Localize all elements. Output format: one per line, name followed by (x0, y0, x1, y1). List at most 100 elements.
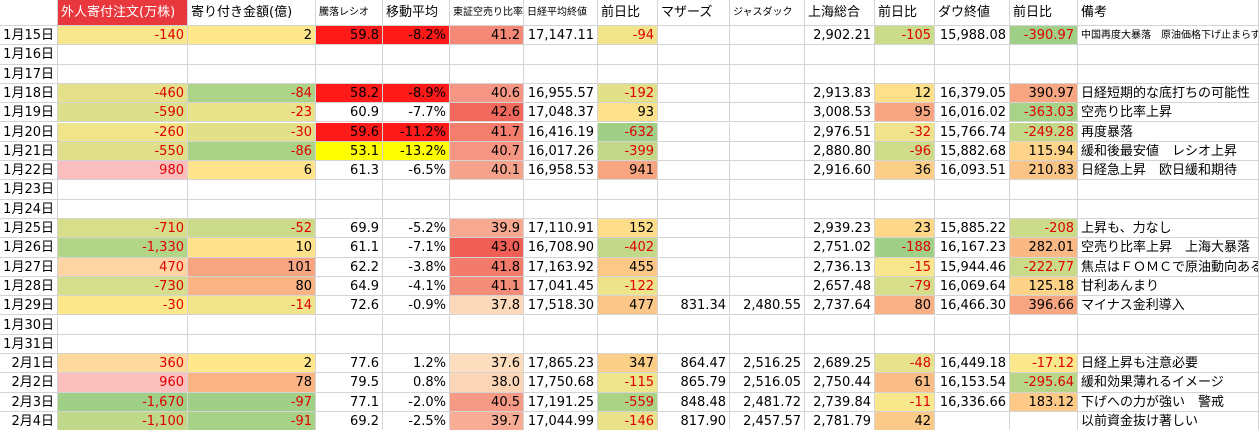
data-cell: 210.83 (1010, 161, 1078, 181)
data-cell (875, 45, 935, 65)
data-cell: 15,988.08 (935, 26, 1010, 46)
data-cell (524, 180, 598, 200)
data-cell: -32 (875, 122, 935, 142)
data-cell: 15,766.74 (935, 122, 1010, 142)
column-header: ダウ終値 (935, 0, 1010, 26)
data-cell: 2,739.84 (805, 392, 875, 412)
data-cell (935, 64, 1010, 84)
data-cell (450, 64, 524, 84)
data-cell: 282.01 (1010, 238, 1078, 258)
data-cell: 40.7 (450, 141, 524, 162)
data-cell: -122 (598, 276, 658, 297)
data-cell: 2,737.64 (805, 296, 875, 316)
data-cell: 2 (188, 26, 316, 46)
corner-cell (0, 0, 58, 26)
data-cell: 41.7 (450, 122, 524, 142)
data-cell (383, 315, 450, 335)
row-date: 1月15日 (0, 26, 58, 46)
data-cell: -550 (58, 141, 188, 162)
data-cell: -91 (188, 412, 316, 430)
note-cell: 以前資金抜け著しい (1078, 412, 1259, 430)
data-cell (935, 45, 1010, 65)
data-cell (658, 103, 730, 123)
data-cell (805, 180, 875, 200)
data-cell (450, 45, 524, 65)
data-cell: 17,518.30 (524, 296, 598, 316)
data-cell (805, 64, 875, 84)
data-cell: 39.9 (450, 219, 524, 239)
data-cell: 37.8 (450, 296, 524, 316)
row-date: 1月22日 (0, 161, 58, 181)
data-cell: 42.6 (450, 103, 524, 123)
data-cell: 390.97 (1010, 83, 1078, 104)
data-cell: -6.5% (383, 161, 450, 181)
data-cell: 2,516.05 (730, 373, 805, 393)
row-date: 1月25日 (0, 219, 58, 239)
data-cell: 2 (188, 354, 316, 374)
data-cell: -260 (58, 122, 188, 142)
data-cell: -399 (598, 141, 658, 162)
data-cell: -295.64 (1010, 373, 1078, 393)
data-cell: 470 (58, 257, 188, 277)
data-cell: -192 (598, 83, 658, 104)
data-cell: -632 (598, 122, 658, 142)
data-cell: 2,781.79 (805, 412, 875, 430)
column-header: 前日比 (1010, 0, 1078, 26)
data-cell (188, 45, 316, 65)
note-cell: 日経上昇も注意必要 (1078, 354, 1259, 374)
data-cell (598, 199, 658, 219)
note-cell: 空売り比率上昇 (1078, 103, 1259, 123)
data-cell: 60.9 (316, 103, 383, 123)
data-cell: 17,865.23 (524, 354, 598, 374)
data-cell (730, 161, 805, 181)
data-cell: -460 (58, 83, 188, 104)
note-cell: 日経急上昇 欧日緩和期待 (1078, 161, 1259, 181)
data-cell: 42 (875, 412, 935, 430)
note-cell: 緩和効果薄れるイメージ (1078, 373, 1259, 393)
data-cell (383, 64, 450, 84)
data-cell (1010, 180, 1078, 200)
data-cell: 101 (188, 257, 316, 277)
data-cell: -1,100 (58, 412, 188, 430)
note-cell: 甘利あんまり (1078, 276, 1259, 297)
row-date: 1月24日 (0, 199, 58, 219)
data-cell: 2,939.23 (805, 219, 875, 239)
column-header: 外人寄付注文(万株) (58, 0, 188, 26)
data-cell (730, 219, 805, 239)
data-cell (188, 315, 316, 335)
column-header: 前日比 (875, 0, 935, 26)
note-cell: 緩和後最安値 レシオ上昇 (1078, 141, 1259, 162)
data-cell (383, 45, 450, 65)
data-cell (875, 199, 935, 219)
data-cell (1010, 45, 1078, 65)
data-cell: 72.6 (316, 296, 383, 316)
data-cell: -402 (598, 238, 658, 258)
data-cell: -208 (1010, 219, 1078, 239)
data-cell: -559 (598, 392, 658, 412)
data-cell: 16,466.30 (935, 296, 1010, 316)
data-cell: 16,708.90 (524, 238, 598, 258)
data-cell: 17,044.99 (524, 412, 598, 430)
note-cell: 空売り比率上昇 上海大暴落 (1078, 238, 1259, 258)
data-cell (658, 161, 730, 181)
data-cell (658, 199, 730, 219)
data-cell: -23 (188, 103, 316, 123)
data-cell (1010, 199, 1078, 219)
data-cell: 16,167.23 (935, 238, 1010, 258)
data-cell: 58.2 (316, 83, 383, 104)
data-cell: 40.6 (450, 83, 524, 104)
data-cell (598, 45, 658, 65)
data-cell: 61 (875, 373, 935, 393)
data-cell: -105 (875, 26, 935, 46)
data-cell (730, 45, 805, 65)
data-cell: 477 (598, 296, 658, 316)
data-cell (598, 180, 658, 200)
row-date: 2月2日 (0, 373, 58, 393)
data-cell (730, 315, 805, 335)
data-cell: 61.3 (316, 161, 383, 181)
data-cell (730, 26, 805, 46)
data-cell: -188 (875, 238, 935, 258)
row-date: 2月4日 (0, 412, 58, 430)
note-cell: 日経短期的な底打ちの可能性 (1078, 83, 1259, 104)
note-cell: 中国再度大暴落 原油価格下げ止まらず (1078, 26, 1259, 46)
